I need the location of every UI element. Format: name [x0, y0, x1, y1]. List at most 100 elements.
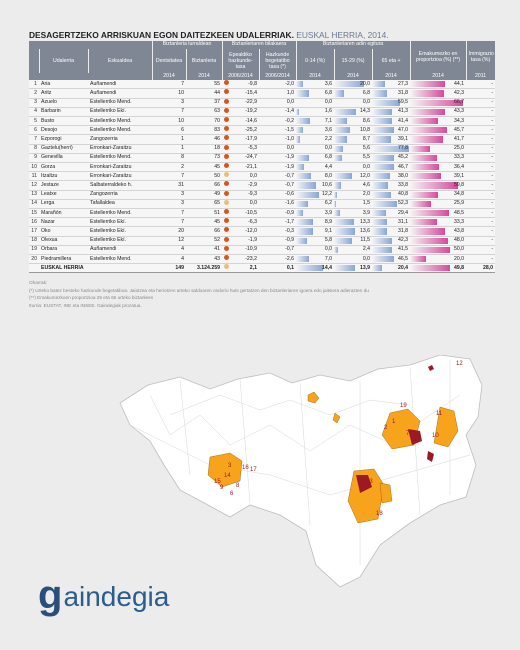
year-header: 2011 [466, 73, 496, 81]
bar-cell-women: 45,7 [410, 125, 467, 136]
spacer [259, 80, 268, 90]
bar-cell-a1529: 8,7 [334, 134, 373, 145]
bar-value: 5,8 [324, 237, 333, 244]
row-number: 12 [29, 180, 39, 191]
vegetative-value: 0,0 [267, 144, 297, 154]
immigration-value: - [466, 208, 496, 219]
municipality-name: Marañón [39, 208, 88, 219]
note-line: Oharrak: [29, 280, 48, 285]
population-value: 63 [186, 107, 223, 118]
bar-fill [296, 164, 305, 171]
bar-cell-a65: 39,1 [372, 134, 411, 145]
bar-cell-a1529: 13,6 [334, 226, 373, 237]
immigration-value: 28,0 [466, 263, 496, 274]
population-value: 3.124.259 [186, 263, 223, 274]
density-value: 10 [152, 116, 186, 127]
bar-fill [410, 200, 431, 208]
spacer [259, 226, 268, 237]
trend-dot [223, 218, 229, 224]
trend-dot-cell [222, 98, 231, 108]
trend-dot-cell [222, 162, 231, 173]
region-name: Zangozerria [88, 190, 152, 200]
bar-fill [296, 173, 312, 180]
trend-dot-cell [222, 208, 231, 219]
bar-fill [410, 256, 427, 263]
density-value: 1 [152, 134, 186, 145]
group-header: Biztanleriaren adin egitura [296, 41, 411, 49]
bar-value: 12,0 [359, 172, 371, 179]
density-value: 12 [152, 236, 186, 246]
bar-cell-a014: 0,0 [296, 144, 335, 154]
bar-cell-a014: 9,1 [296, 226, 335, 237]
bar-cell-a014: 0,0 [296, 245, 335, 256]
column-header: Eskualdea [88, 49, 153, 73]
bar-value: 47,0 [397, 126, 409, 133]
density-value: 3 [152, 98, 186, 108]
bar-cell-a65: 45,2 [372, 153, 411, 164]
group-header: Emakumezko en proportzioa (%) (**) [410, 41, 467, 73]
bar-fill [334, 145, 343, 152]
bar-cell-a1529: 4,6 [334, 180, 373, 191]
growth-value: -19,2 [230, 107, 260, 118]
bar-value: 10,6 [321, 181, 333, 188]
bar-cell-a65: 31,8 [372, 88, 411, 99]
bar-fill [334, 154, 343, 162]
population-value: 37 [186, 98, 223, 108]
population-value: 66 [186, 226, 223, 237]
bar-cell-women: 43,8 [410, 226, 467, 237]
vegetative-value: -0,6 [267, 190, 297, 200]
municipality-name: Aria [39, 80, 88, 90]
immigration-value: - [466, 190, 496, 200]
row-number: 3 [29, 98, 39, 108]
bar-cell-women: 25,0 [410, 144, 467, 154]
bar-fill [296, 81, 303, 88]
column-header: Dentsitatea [152, 49, 187, 73]
spacer [259, 116, 268, 127]
population-value: 52 [186, 236, 223, 246]
logo-mark: g [38, 573, 63, 617]
bar-value: 20,0 [359, 80, 371, 87]
bar-fill [410, 99, 464, 106]
bar-value: 25,0 [453, 145, 465, 152]
bar-value: 8,9 [324, 218, 333, 225]
immigration-value: - [466, 254, 496, 265]
region-name: Erronkari-Zaraitzu [88, 162, 152, 173]
trend-dot-cell [222, 125, 231, 136]
spacer [259, 98, 268, 108]
map-label: 1 [392, 419, 396, 425]
bar-cell-a65: 33,8 [372, 180, 411, 191]
row-number: 11 [29, 171, 39, 182]
map-label: 7 [406, 431, 410, 437]
vegetative-value: 0,1 [267, 263, 297, 274]
table-row: 17 Oko Estellerriko Ekí. 20 66 -12,0 -0,3 9,1 13… [29, 226, 496, 237]
bar-cell-a65: 29,4 [372, 208, 411, 219]
bar-cell-women: 59,8 [410, 180, 467, 191]
trend-dot [223, 209, 229, 215]
population-value: 55 [186, 80, 223, 90]
gaindegia-logo: g aindegia [38, 573, 170, 617]
table-row: 3 Azuelo Estellerriko Mend. 3 37 -22,9 0,0 0,0 0… [29, 98, 496, 108]
spacer [259, 162, 268, 173]
bar-cell-a65: 52,3 [372, 199, 411, 210]
municipality-name: Oko [39, 226, 88, 237]
bar-fill [410, 145, 431, 152]
bar-cell-a65: 20,4 [372, 263, 411, 274]
bar-cell-a65: 47,0 [372, 125, 411, 136]
table-row: 9 Genevilla Estellerriko Mend. 8 73 -24,7 -1,9… [29, 153, 496, 164]
trend-dot [223, 264, 229, 270]
population-value: 51 [186, 208, 223, 219]
municipality-name: Busto [39, 116, 88, 127]
logo-wordmark: aindegia [63, 581, 170, 612]
map-label: 18 [376, 511, 383, 517]
map-label: 10 [432, 433, 439, 439]
municipality-name: Aritz [39, 88, 88, 99]
bar-cell-a014: 3,9 [296, 208, 335, 219]
risk-areas [207, 365, 459, 524]
bar-cell-women: 20,0 [410, 254, 467, 265]
immigration-value: - [466, 134, 496, 145]
bar-value: 41,5 [397, 246, 409, 253]
table-row: 15 Marañón Estellerriko Mend. 7 51 -10,5 -0,9 3… [29, 208, 496, 219]
bar-fill [296, 228, 314, 235]
growth-value: -22,9 [230, 98, 260, 108]
spacer [259, 88, 268, 99]
